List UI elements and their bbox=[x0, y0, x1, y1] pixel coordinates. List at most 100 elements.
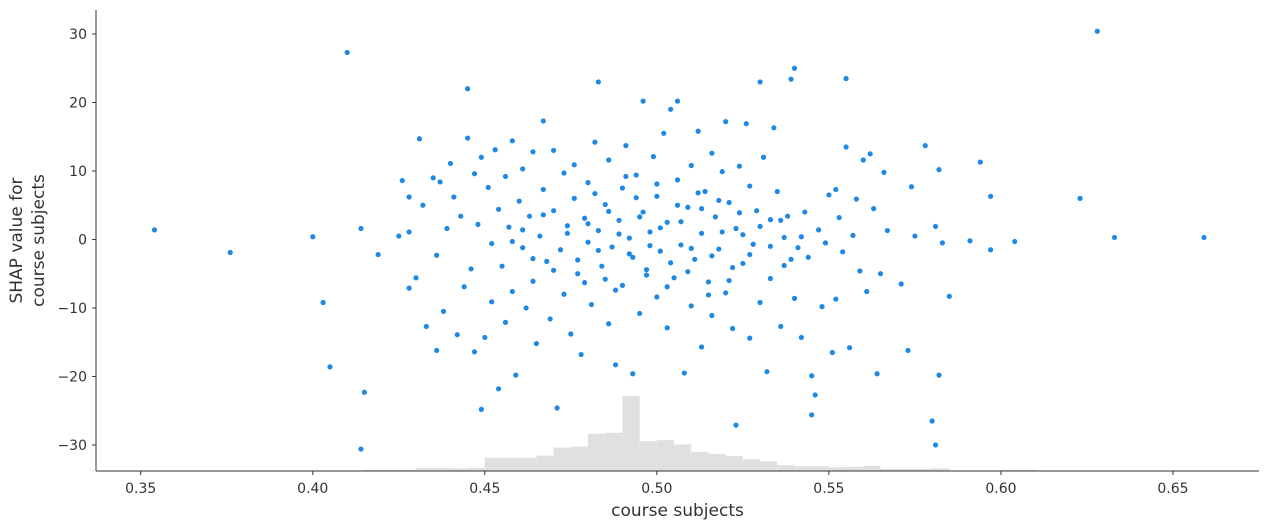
data-point bbox=[657, 225, 663, 231]
data-point bbox=[643, 272, 650, 278]
data-point bbox=[327, 364, 333, 370]
data-point bbox=[729, 325, 736, 332]
data-point bbox=[871, 206, 877, 212]
data-point bbox=[310, 234, 316, 240]
histogram-bar bbox=[570, 446, 589, 471]
data-point bbox=[664, 325, 670, 331]
data-point bbox=[664, 219, 670, 225]
data-point bbox=[668, 260, 674, 266]
data-point bbox=[551, 147, 557, 154]
data-point bbox=[637, 214, 643, 220]
data-point bbox=[988, 193, 994, 199]
data-point bbox=[344, 49, 350, 56]
data-point bbox=[227, 249, 233, 256]
data-point bbox=[747, 335, 753, 341]
data-point bbox=[819, 304, 825, 310]
data-point bbox=[877, 271, 884, 277]
data-point bbox=[671, 275, 677, 281]
data-point bbox=[692, 256, 698, 262]
data-point bbox=[361, 389, 367, 395]
data-point bbox=[874, 371, 880, 377]
data-point bbox=[664, 284, 670, 290]
data-point bbox=[482, 334, 488, 341]
data-point bbox=[551, 267, 557, 273]
data-point bbox=[581, 215, 588, 221]
data-point bbox=[526, 213, 533, 219]
data-point bbox=[833, 186, 839, 193]
histogram-bar bbox=[588, 433, 606, 471]
x-tick-label: 0.40 bbox=[297, 481, 328, 497]
data-point bbox=[853, 196, 860, 202]
y-tick-label: 20 bbox=[69, 95, 87, 111]
histogram-bar bbox=[777, 465, 795, 471]
data-point bbox=[781, 234, 787, 241]
data-point bbox=[595, 79, 601, 85]
data-point bbox=[709, 253, 715, 259]
data-point bbox=[578, 351, 584, 358]
data-point bbox=[809, 412, 815, 418]
data-point bbox=[416, 136, 423, 142]
data-point bbox=[451, 194, 457, 200]
data-point bbox=[702, 188, 708, 195]
data-point bbox=[740, 260, 746, 267]
data-point bbox=[633, 195, 639, 201]
data-point bbox=[740, 232, 746, 238]
data-point bbox=[829, 349, 835, 356]
data-point bbox=[767, 275, 774, 282]
histogram-bar bbox=[1000, 469, 1019, 471]
data-point bbox=[643, 267, 650, 273]
data-point bbox=[681, 370, 687, 376]
data-point bbox=[430, 175, 436, 181]
data-point bbox=[564, 223, 570, 229]
data-point bbox=[822, 240, 829, 246]
histogram-bar bbox=[605, 432, 623, 471]
data-point bbox=[843, 144, 849, 150]
data-point bbox=[946, 293, 952, 299]
data-point bbox=[846, 345, 853, 351]
data-point bbox=[320, 299, 326, 306]
data-point bbox=[743, 121, 749, 127]
data-point bbox=[585, 221, 591, 227]
data-point bbox=[905, 347, 911, 354]
x-tick-label: 0.45 bbox=[469, 481, 500, 497]
data-point bbox=[575, 257, 581, 263]
data-point bbox=[454, 332, 460, 338]
y-tick-label: 10 bbox=[69, 164, 87, 180]
data-point bbox=[657, 248, 663, 254]
data-point bbox=[592, 190, 598, 197]
data-point bbox=[513, 372, 519, 378]
data-point bbox=[530, 149, 536, 155]
data-point bbox=[795, 245, 801, 251]
data-point bbox=[650, 153, 657, 160]
data-point bbox=[633, 172, 639, 178]
data-point bbox=[406, 194, 412, 200]
data-point bbox=[654, 193, 660, 199]
data-point bbox=[489, 299, 495, 305]
data-point bbox=[423, 323, 429, 330]
data-point bbox=[375, 251, 381, 258]
data-point bbox=[723, 290, 729, 296]
data-point bbox=[688, 162, 694, 169]
data-point bbox=[554, 405, 560, 411]
points-layer bbox=[151, 28, 1207, 452]
data-point bbox=[523, 305, 529, 311]
data-point bbox=[616, 217, 622, 223]
data-point bbox=[936, 167, 942, 173]
data-point bbox=[709, 312, 715, 319]
data-point bbox=[929, 418, 935, 424]
y-tick-label: 0 bbox=[78, 232, 87, 248]
data-point bbox=[406, 285, 412, 291]
data-point bbox=[705, 292, 712, 298]
data-point bbox=[774, 188, 780, 195]
data-point bbox=[602, 201, 608, 208]
data-point bbox=[506, 224, 512, 230]
data-point bbox=[785, 213, 791, 219]
data-point bbox=[778, 323, 784, 330]
data-point bbox=[492, 147, 498, 153]
data-point bbox=[1201, 234, 1207, 241]
x-tick-label: 0.65 bbox=[1157, 481, 1188, 497]
data-point bbox=[884, 227, 890, 234]
histogram-bar bbox=[897, 468, 915, 471]
data-point bbox=[788, 76, 794, 82]
